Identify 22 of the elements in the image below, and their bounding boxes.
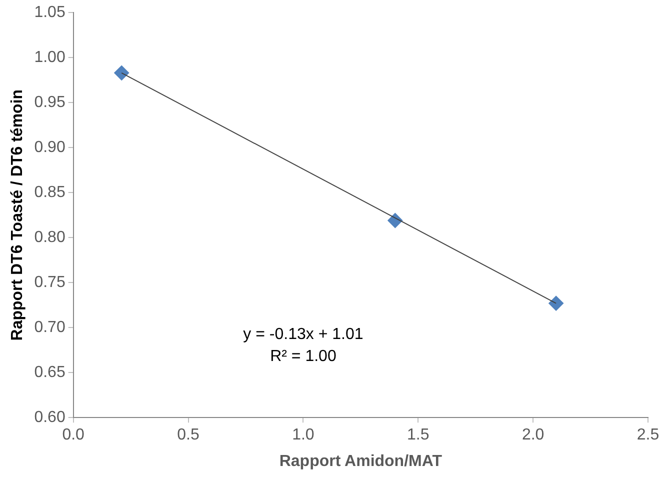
- y-tick-label: 0.65: [34, 364, 66, 382]
- annotation: R² = 1.00: [270, 348, 336, 365]
- point: [114, 65, 130, 80]
- x-tick-label: 0.0: [62, 426, 85, 444]
- x-tick-label: 1.0: [292, 426, 314, 444]
- x-tick-label: 2.0: [522, 426, 544, 444]
- x-tick-label: 0.5: [177, 426, 200, 444]
- y-tick-label: 0.75: [34, 274, 66, 292]
- y-tick-label: 1.05: [34, 4, 66, 22]
- y-tick-label: 0.60: [34, 409, 66, 426]
- y-tick-label: 0.70: [34, 319, 66, 336]
- y-tick-label: 0.85: [34, 184, 66, 202]
- y-tick-label: 0.95: [34, 94, 66, 112]
- x-tick-label: 2.5: [636, 426, 660, 444]
- x-axis-title: Rapport Amidon/MAT: [279, 452, 442, 470]
- y-axis-title: Rapport DT6 Toasté / DT6 témoin: [9, 89, 26, 341]
- annotation: y = -0.13x + 1.01: [243, 326, 364, 343]
- y-tick-label: 0.90: [34, 139, 66, 156]
- y-tick-label: 0.80: [34, 229, 66, 246]
- y-tick-label: 1.00: [34, 49, 66, 66]
- point: [548, 296, 564, 311]
- x-tick-label: 1.5: [407, 426, 430, 444]
